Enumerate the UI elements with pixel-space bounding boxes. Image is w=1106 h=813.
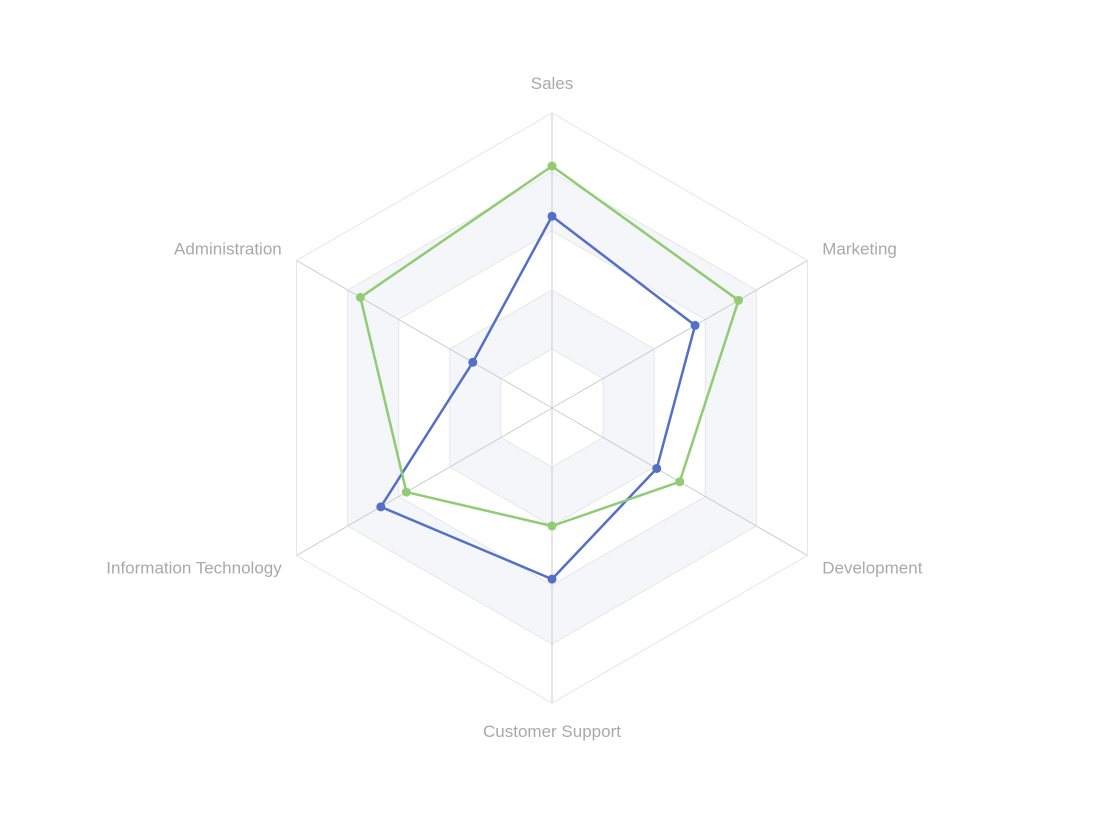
series-2-point-information-technology <box>401 487 411 497</box>
axis-line-marketing <box>551 260 808 409</box>
series-2-point-marketing <box>734 295 743 305</box>
series-1-point-customer-support <box>547 574 557 584</box>
axis-label-sales: Sales <box>531 74 574 93</box>
series-2 <box>355 161 743 531</box>
axis-labels: Sales Marketing Development Customer Suppor… <box>106 74 922 741</box>
axis-lines <box>296 113 808 703</box>
axis-label-marketing: Marketing <box>822 240 897 259</box>
axis-label-information-technology: Information Technology <box>106 559 282 578</box>
series-1 <box>376 211 700 584</box>
series-1-point-marketing <box>690 320 700 330</box>
series-layer <box>355 161 743 584</box>
series-1-point-development <box>652 463 662 473</box>
axis-label-development: Development <box>822 559 922 578</box>
series-2-point-development <box>675 477 685 487</box>
series-2-point-administration <box>355 292 365 302</box>
series-2-point-customer-support <box>547 521 557 531</box>
series-1-point-sales <box>547 211 557 221</box>
series-1-point-administration <box>468 357 478 367</box>
axis-label-administration: Administration <box>174 240 282 259</box>
series-1-point-information-technology <box>376 502 386 512</box>
axis-line-information-technology <box>296 407 553 556</box>
axis-line-administration <box>296 260 553 409</box>
axis-label-customer-support: Customer Support <box>483 722 621 741</box>
series-2-point-sales <box>547 161 557 171</box>
